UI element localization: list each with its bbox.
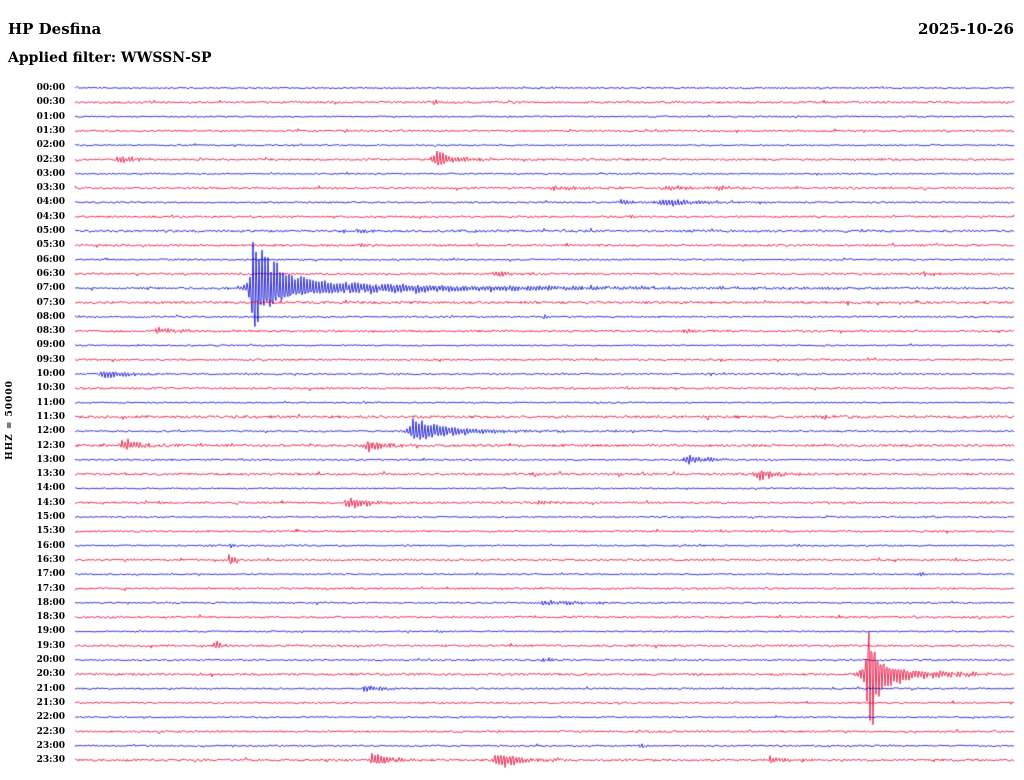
trace-time-label: 22:00 xyxy=(36,712,65,723)
trace-time-label: 04:00 xyxy=(36,197,65,208)
trace-time-label: 00:00 xyxy=(36,83,65,93)
trace-time-label: 06:30 xyxy=(36,268,65,279)
trace-time-label: 09:00 xyxy=(36,340,65,351)
trace-time-label: 14:30 xyxy=(36,497,65,508)
trace-time-label: 04:30 xyxy=(36,211,65,222)
trace-time-label: 13:30 xyxy=(36,469,65,480)
trace-time-label: 23:00 xyxy=(36,740,65,751)
trace-time-label: 07:00 xyxy=(36,283,65,294)
trace-time-label: 10:00 xyxy=(36,369,65,379)
trace-time-label: 21:00 xyxy=(36,683,65,694)
trace-time-label: 16:30 xyxy=(36,554,65,565)
trace-time-label: 05:00 xyxy=(36,226,65,236)
trace-time-label: 16:00 xyxy=(36,540,65,551)
trace-time-label: 11:30 xyxy=(36,411,65,422)
trace-time-label: 14:00 xyxy=(36,483,65,494)
trace-time-label: 11:00 xyxy=(36,397,65,408)
time-axis: 00:00 00:30 01:00 01:30 02:00 02:30 03:00 03:30… xyxy=(0,0,70,780)
trace-time-label: 12:30 xyxy=(36,440,65,451)
trace-time-label: 19:00 xyxy=(36,626,65,637)
trace-time-label: 05:30 xyxy=(36,240,65,251)
trace-time-label: 18:00 xyxy=(36,597,65,608)
filter-label: Applied filter: WWSSN-SP xyxy=(8,50,212,66)
trace-time-label: 20:00 xyxy=(36,655,65,665)
trace-time-label: 12:00 xyxy=(36,426,65,437)
trace-time-label: 15:00 xyxy=(36,512,65,522)
trace-time-label: 08:30 xyxy=(36,326,65,337)
trace-time-label: 19:30 xyxy=(36,640,65,651)
trace-time-label: 01:00 xyxy=(36,111,65,122)
date-label: 2025-10-26 xyxy=(918,20,1014,38)
trace-time-label: 09:30 xyxy=(36,354,65,365)
trace-time-label: 18:30 xyxy=(36,612,65,623)
trace-time-label: 08:00 xyxy=(36,311,65,322)
trace-time-label: 03:30 xyxy=(36,183,65,194)
trace-time-label: 23:30 xyxy=(36,755,65,766)
trace-time-label: 03:00 xyxy=(36,168,65,179)
trace-time-label: 00:30 xyxy=(36,97,65,108)
trace-time-label: 15:30 xyxy=(36,526,65,537)
trace-time-label: 13:00 xyxy=(36,454,65,465)
trace-time-label: 02:30 xyxy=(36,154,65,165)
trace-time-label: 20:30 xyxy=(36,669,65,680)
trace-time-label: 02:00 xyxy=(36,140,65,151)
trace-time-label: 07:30 xyxy=(36,297,65,308)
trace-time-label: 21:30 xyxy=(36,697,65,708)
trace-time-label: 06:00 xyxy=(36,254,65,265)
trace-time-label: 17:30 xyxy=(36,583,65,594)
trace-time-label: 01:30 xyxy=(36,125,65,136)
station-title: HP Desfina xyxy=(8,20,102,38)
trace-time-label: 10:30 xyxy=(36,383,65,394)
trace-time-label: 22:30 xyxy=(36,726,65,737)
trace-time-label: 17:00 xyxy=(36,569,65,580)
